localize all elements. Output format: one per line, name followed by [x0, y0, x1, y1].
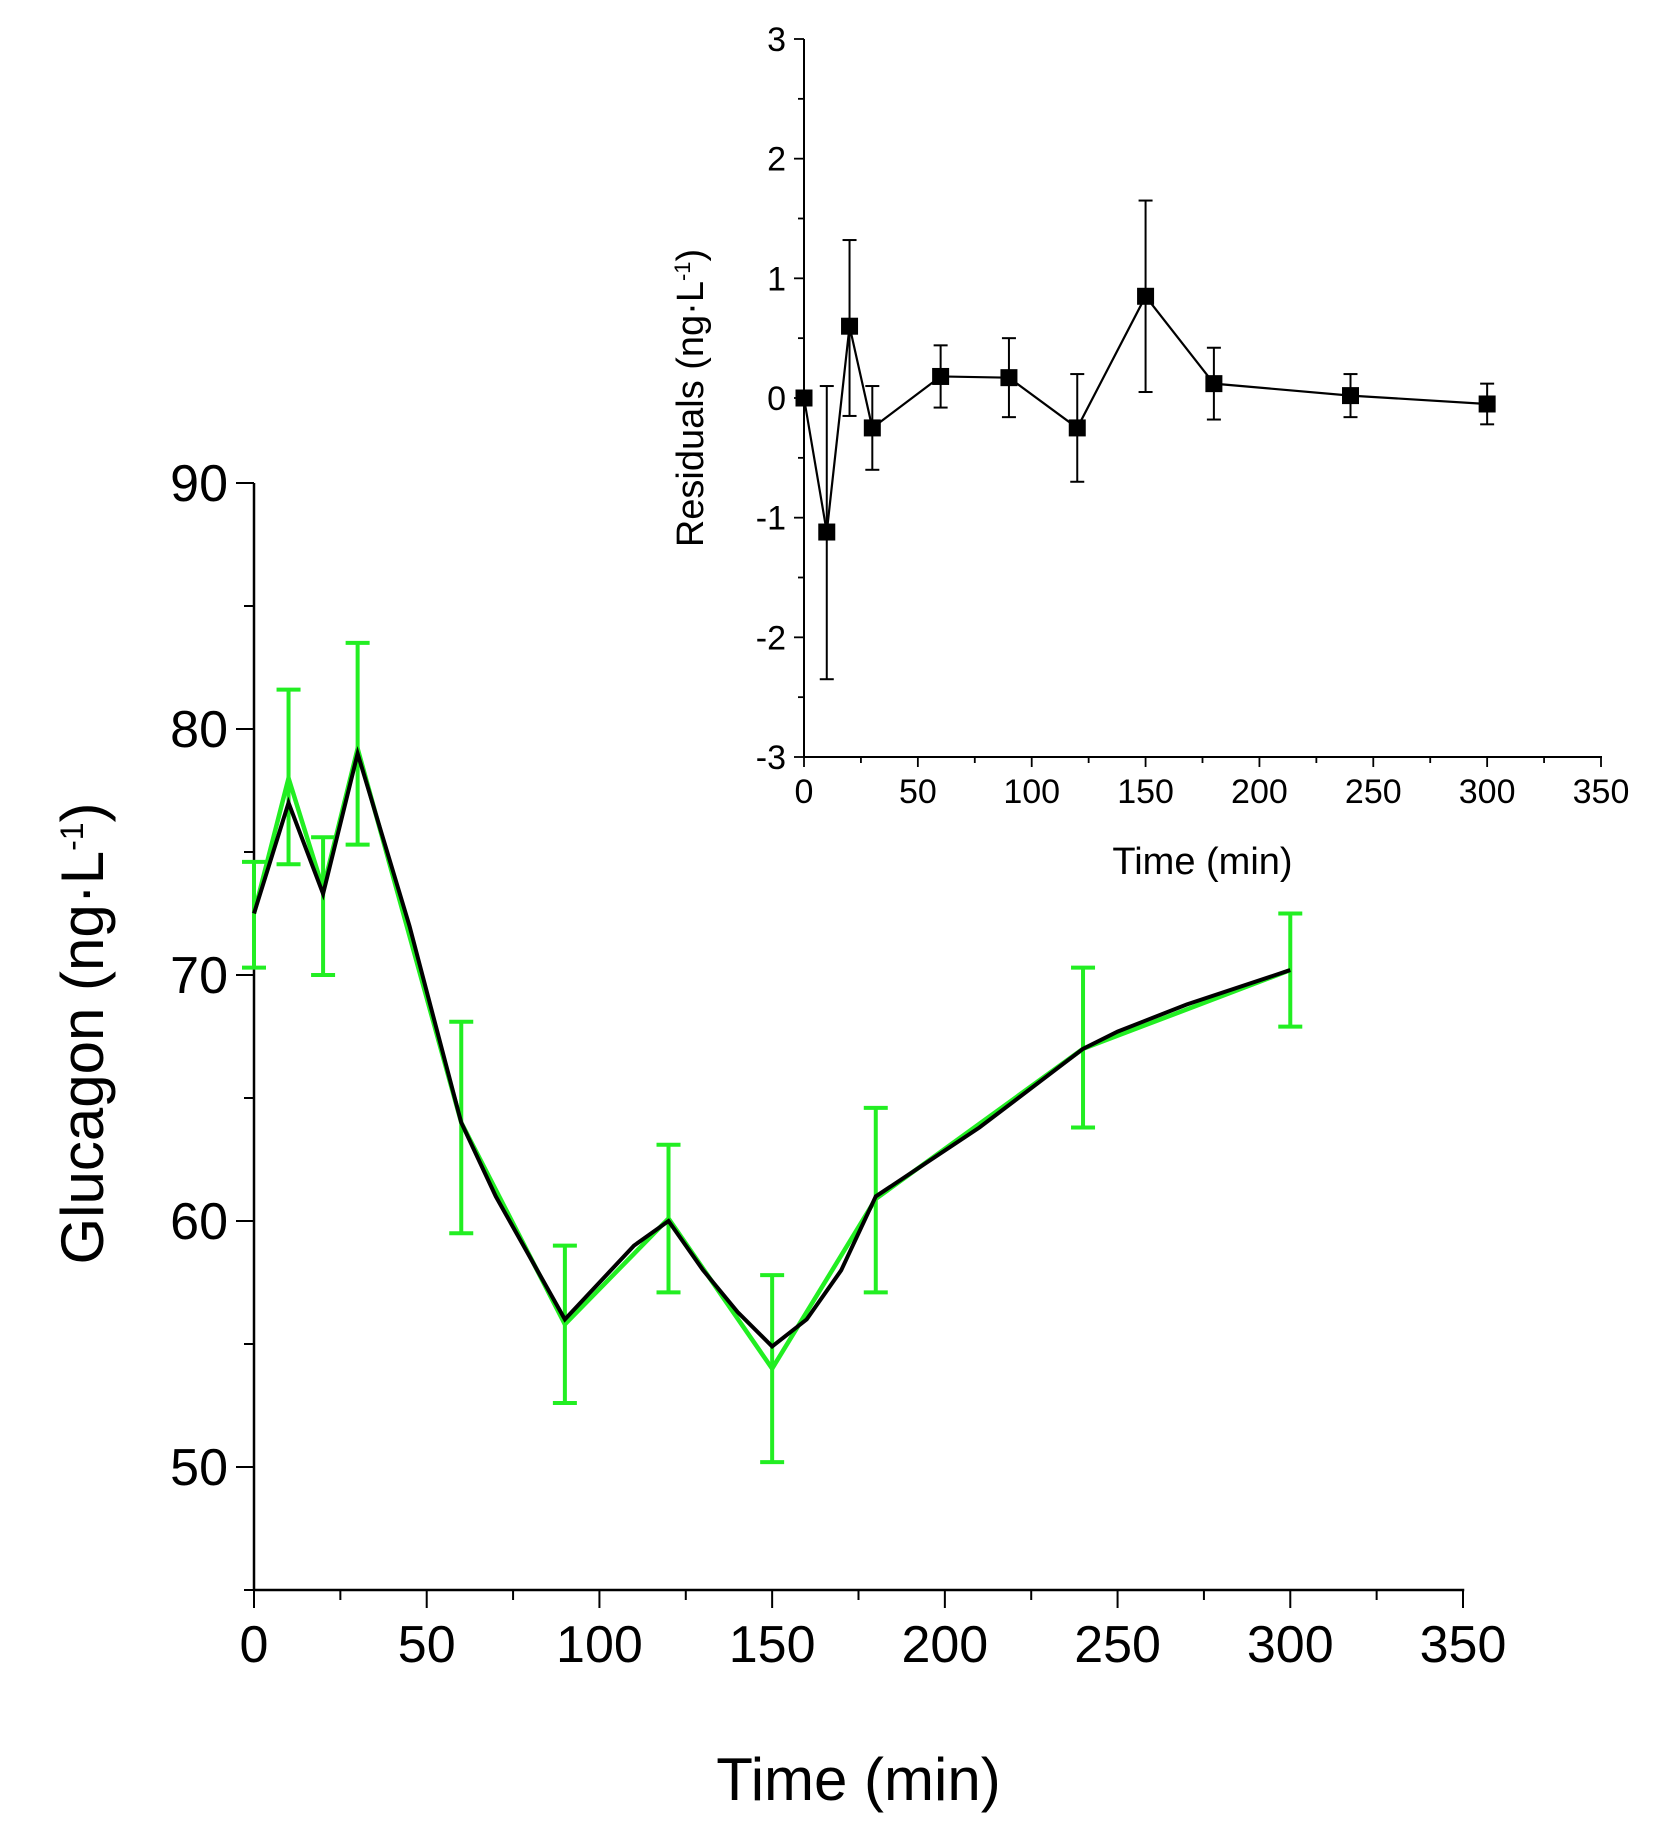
residual-marker	[863, 419, 881, 437]
residual-marker	[1137, 287, 1155, 305]
inset-y-tick-label: 0	[767, 380, 786, 418]
inset-x-axis-title: Time (min)	[1112, 841, 1292, 883]
residual-marker	[1068, 419, 1086, 437]
inset-y-axis-title: Residuals (ng·L-1)	[670, 249, 712, 547]
residual-marker	[841, 317, 859, 335]
main-y-axis-title: Glucagon (ng·L-1)	[49, 802, 116, 1264]
inset-x-tick-label: 50	[899, 773, 937, 811]
main-y-tick-label: 50	[170, 1439, 228, 1497]
residual-marker	[795, 389, 813, 407]
residual-marker	[932, 367, 950, 385]
inset-x-tick-label: 200	[1231, 773, 1288, 811]
main-y-tick-label: 90	[170, 455, 228, 513]
inset-x-tick-label: 250	[1345, 773, 1402, 811]
main-x-tick-label: 100	[556, 1616, 643, 1674]
inset-y-tick-label: 2	[767, 141, 786, 179]
inset-x-tick-label: 100	[1003, 773, 1060, 811]
inset-y-tick-label: -1	[756, 500, 786, 538]
inset-x-tick-label: 150	[1117, 773, 1174, 811]
inset-y-tick-label: 3	[767, 21, 786, 59]
main-x-tick-label: 350	[1420, 1616, 1507, 1674]
main-x-tick-label: 300	[1247, 1616, 1334, 1674]
main-x-tick-label: 0	[240, 1616, 269, 1674]
inset-x-tick-label: 300	[1459, 773, 1516, 811]
main-x-tick-label: 150	[729, 1616, 816, 1674]
residual-marker	[1478, 395, 1496, 413]
residual-marker	[1205, 375, 1223, 393]
inset-y-tick-label: -3	[756, 739, 786, 777]
residual-marker	[1342, 387, 1360, 405]
main-y-tick-label: 70	[170, 947, 228, 1005]
main-x-tick-label: 200	[901, 1616, 988, 1674]
glucagon-chart: 0 50 100 150 200 250 300 350 50 60 70 80 90 Time (min…	[49, 455, 1506, 1813]
inset-y-tick-label: -2	[756, 619, 786, 657]
main-x-tick-label: 250	[1074, 1616, 1161, 1674]
inset-x-tick-label: 0	[795, 773, 814, 811]
inset-y-tick-label: 1	[767, 260, 786, 298]
main-x-axis-title: Time (min)	[716, 1746, 1000, 1813]
inset-x-tick-label: 350	[1573, 773, 1630, 811]
residual-marker	[818, 523, 836, 541]
main-y-tick-label: 80	[170, 701, 228, 759]
fitted-glucagon-line	[252, 746, 1291, 1350]
residual-marker	[1000, 369, 1018, 387]
main-y-tick-label: 60	[170, 1193, 228, 1251]
main-x-tick-label: 50	[398, 1616, 456, 1674]
residuals-chart: 0 50 100 150 200 250 300 350 -3 -2 -1 0 1 2 3 Time (min…	[670, 21, 1629, 883]
